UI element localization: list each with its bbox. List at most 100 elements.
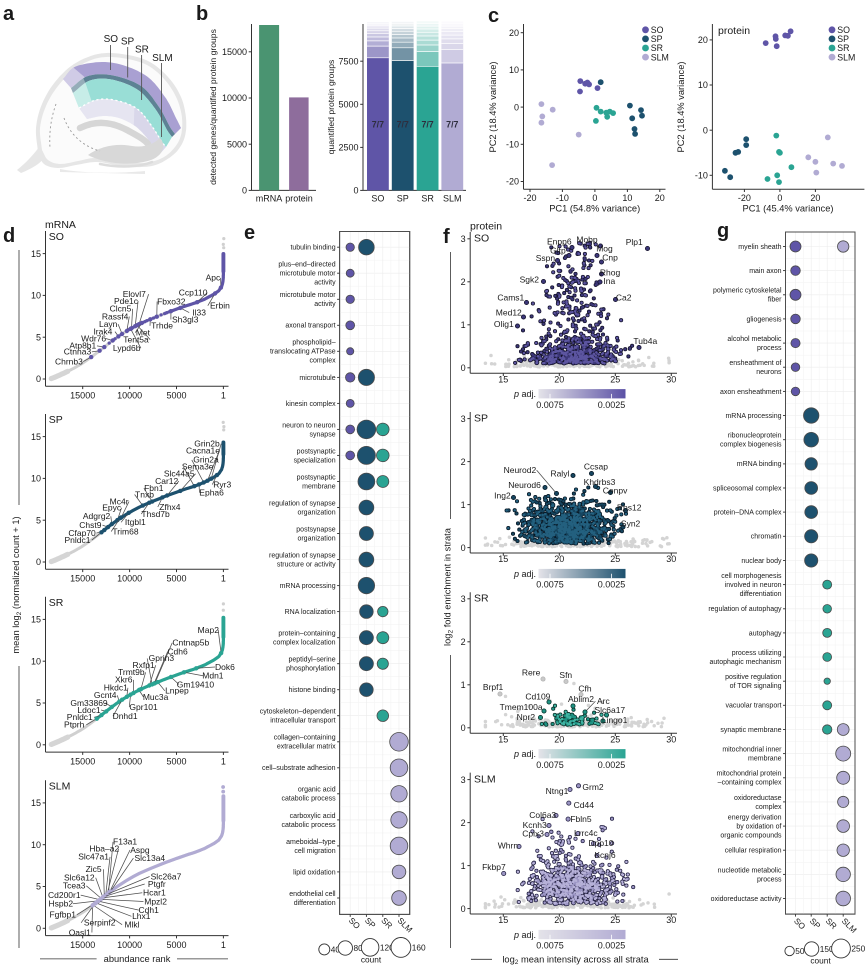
- svg-text:Lingo1: Lingo1: [602, 715, 628, 725]
- svg-text:10: 10: [31, 656, 41, 666]
- svg-text:activity: activity: [314, 280, 336, 287]
- svg-text:3: 3: [461, 775, 466, 785]
- svg-text:Ina: Ina: [603, 276, 615, 286]
- svg-text:cell morphogenesis: cell morphogenesis: [721, 573, 782, 580]
- svg-text:15000: 15000: [70, 756, 95, 766]
- svg-text:activity: activity: [314, 301, 336, 308]
- svg-text:2500: 2500: [338, 143, 358, 153]
- svg-text:differentiation: differentiation: [294, 900, 336, 907]
- svg-text:microtubule motor: microtubule motor: [280, 292, 337, 299]
- svg-text:tubulin binding: tubulin binding: [290, 245, 335, 252]
- svg-text:vacuolar transport: vacuolar transport: [725, 703, 781, 710]
- svg-text:1: 1: [221, 940, 226, 950]
- svg-text:Ptprh: Ptprh: [64, 720, 85, 730]
- svg-text:Wdr76: Wdr76: [81, 333, 106, 343]
- svg-text:Fbn1: Fbn1: [144, 483, 164, 493]
- svg-text:regulation of autophagy: regulation of autophagy: [708, 606, 782, 613]
- svg-text:2: 2: [461, 277, 466, 287]
- svg-text:Trhde: Trhde: [151, 321, 173, 331]
- svg-text:SP: SP: [49, 414, 63, 426]
- svg-text:cell migration: cell migration: [294, 848, 335, 855]
- svg-text:PC2 (18.4% variance): PC2 (18.4% variance): [488, 62, 498, 153]
- svg-text:0.0075: 0.0075: [536, 400, 564, 410]
- svg-text:Serpinf2: Serpinf2: [84, 918, 116, 928]
- svg-text:10000: 10000: [222, 93, 247, 103]
- svg-text:membrane: membrane: [302, 483, 336, 490]
- svg-text:-20: -20: [738, 193, 751, 203]
- svg-text:protein: protein: [285, 194, 313, 204]
- svg-text:Slc44a5: Slc44a5: [164, 469, 195, 479]
- svg-text:5000: 5000: [338, 100, 358, 110]
- svg-text:3: 3: [461, 414, 466, 424]
- svg-text:Cenpv: Cenpv: [603, 486, 628, 496]
- svg-text:10: 10: [31, 840, 41, 850]
- svg-text:30: 30: [666, 734, 676, 744]
- svg-text:Hcar1: Hcar1: [143, 888, 166, 898]
- svg-text:Lnpep: Lnpep: [165, 686, 189, 696]
- svg-text:Trim68: Trim68: [112, 526, 138, 536]
- svg-text:1: 1: [461, 861, 466, 871]
- svg-text:oxidoreductase: oxidoreductase: [734, 795, 782, 802]
- svg-text:Lhx1: Lhx1: [132, 911, 151, 921]
- svg-text:Ryr3: Ryr3: [213, 479, 231, 489]
- svg-text:collagen–containing: collagen–containing: [274, 735, 336, 742]
- svg-text:Pde1c: Pde1c: [114, 296, 139, 306]
- svg-text:250: 250: [851, 944, 865, 954]
- svg-text:Dnhd1: Dnhd1: [113, 711, 138, 721]
- svg-text:20: 20: [554, 915, 564, 925]
- svg-text:by oxidation of: by oxidation of: [736, 824, 781, 831]
- svg-text:Cfh: Cfh: [578, 684, 592, 694]
- svg-text:Tmem100a: Tmem100a: [500, 702, 543, 712]
- svg-text:Mobp: Mobp: [576, 234, 598, 244]
- svg-text:Grm2: Grm2: [582, 782, 604, 792]
- svg-text:Kcnh3: Kcnh3: [523, 820, 547, 830]
- svg-text:20: 20: [509, 28, 519, 38]
- svg-text:SR: SR: [651, 43, 663, 53]
- svg-text:Kcnj6: Kcnj6: [594, 850, 616, 860]
- svg-text:0: 0: [36, 374, 41, 384]
- svg-text:Erbin: Erbin: [210, 301, 230, 311]
- svg-text:Plp1: Plp1: [626, 237, 643, 247]
- svg-text:SR: SR: [837, 43, 849, 53]
- svg-text:40: 40: [331, 944, 341, 954]
- svg-text:20: 20: [698, 35, 708, 45]
- svg-text:Slc6a17: Slc6a17: [594, 705, 625, 715]
- svg-text:Rps12: Rps12: [617, 502, 642, 512]
- svg-text:5000: 5000: [227, 139, 247, 149]
- svg-text:differentiation: differentiation: [740, 591, 782, 598]
- svg-text:Elovl7: Elovl7: [123, 289, 146, 299]
- svg-text:microtubule: microtubule: [299, 375, 335, 382]
- svg-text:complex localization: complex localization: [273, 640, 336, 647]
- svg-text:0: 0: [514, 102, 519, 112]
- svg-text:Rxfp1: Rxfp1: [132, 660, 154, 670]
- svg-text:Pnldc1: Pnldc1: [65, 535, 91, 545]
- svg-text:Cdh1: Cdh1: [139, 905, 160, 915]
- svg-text:Hkdc1: Hkdc1: [104, 683, 128, 693]
- svg-text:SR: SR: [135, 45, 149, 56]
- svg-text:regulation of synapse: regulation of synapse: [269, 500, 336, 507]
- svg-text:Cntnap5b: Cntnap5b: [172, 638, 209, 648]
- svg-text:PC1 (45.4% variance): PC1 (45.4% variance): [743, 204, 834, 214]
- svg-text:2: 2: [461, 818, 466, 828]
- svg-text:of TOR signaling: of TOR signaling: [730, 683, 782, 690]
- svg-text:membrane: membrane: [748, 756, 782, 763]
- svg-text:Cd44: Cd44: [574, 800, 595, 810]
- svg-text:Pnldc1: Pnldc1: [67, 712, 93, 722]
- svg-text:b: b: [196, 3, 208, 25]
- svg-text:7/7: 7/7: [421, 120, 433, 130]
- svg-text:15: 15: [31, 615, 41, 625]
- svg-text:1: 1: [221, 391, 226, 401]
- svg-text:25: 25: [610, 915, 620, 925]
- svg-text:p adj.: p adj.: [513, 389, 536, 399]
- svg-text:5: 5: [36, 882, 41, 892]
- svg-text:autophagic mechanism: autophagic mechanism: [710, 659, 782, 666]
- svg-text:0.0075: 0.0075: [536, 580, 564, 590]
- svg-text:fiber: fiber: [768, 297, 782, 304]
- svg-text:0: 0: [36, 557, 41, 567]
- svg-text:50: 50: [795, 946, 805, 956]
- svg-text:Npr2: Npr2: [517, 712, 536, 722]
- svg-text:Rassf4: Rassf4: [102, 311, 129, 321]
- svg-text:Enpp6: Enpp6: [547, 236, 572, 246]
- svg-text:p adj.: p adj.: [513, 930, 536, 940]
- svg-text:Sspn: Sspn: [536, 253, 556, 263]
